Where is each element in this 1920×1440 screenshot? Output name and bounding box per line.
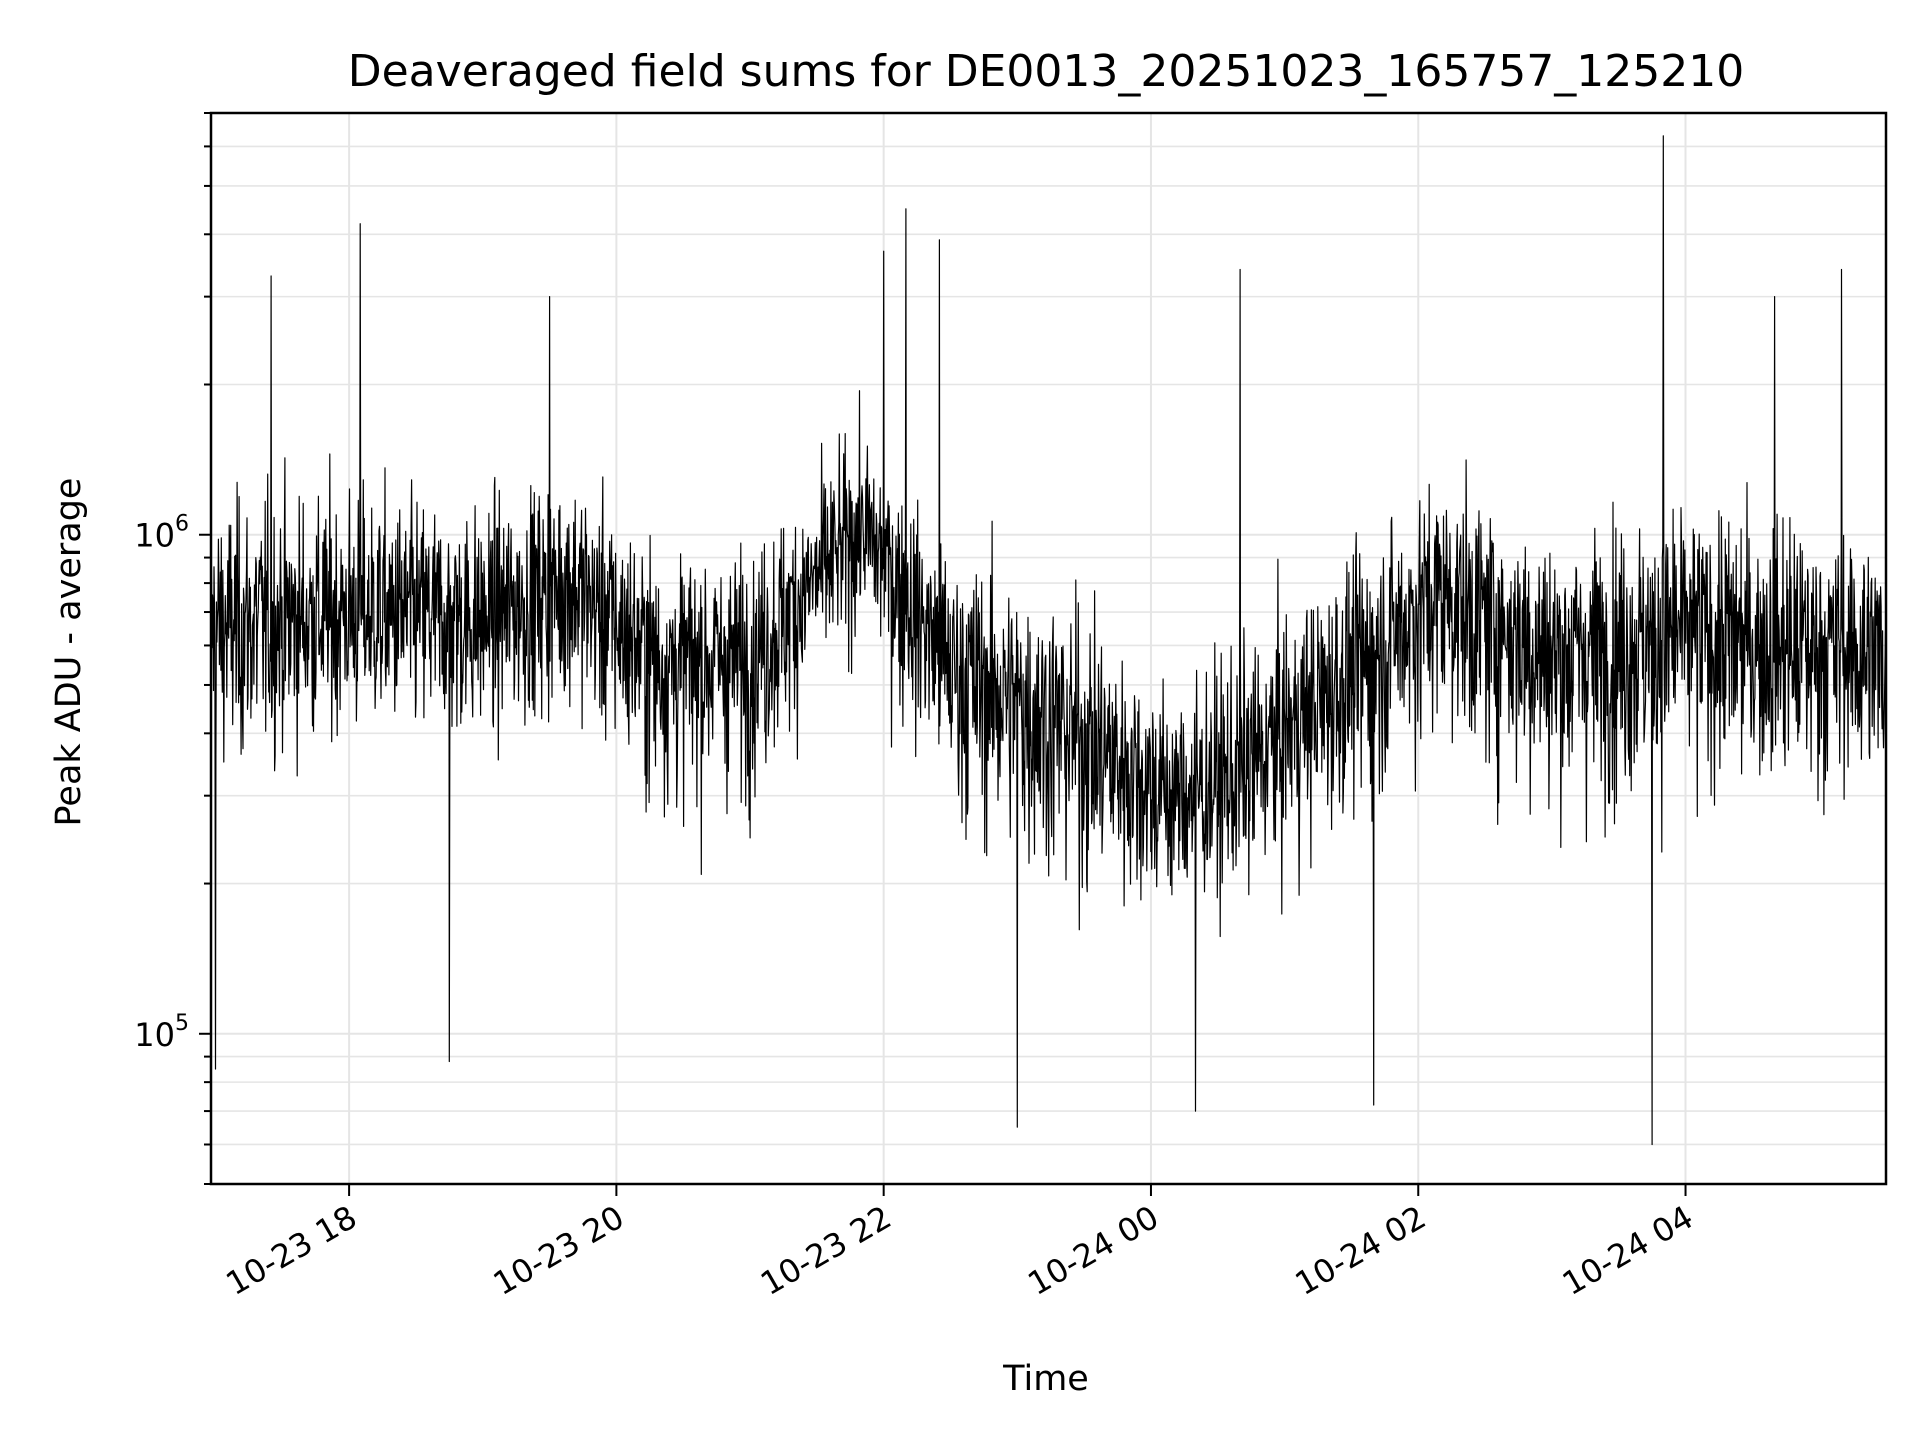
chart-title: Deaveraged field sums for DE0013_2025102… bbox=[348, 46, 1745, 97]
series-line bbox=[210, 135, 1887, 1146]
y-tick-label: 105 bbox=[134, 1011, 189, 1054]
plot-area-frame bbox=[209, 111, 1888, 1186]
y-tick-label: 106 bbox=[134, 512, 189, 555]
series-layer bbox=[210, 135, 1887, 1146]
x-axis-label: Time bbox=[1002, 1359, 1089, 1399]
y-axis-label: Peak ADU - average bbox=[49, 478, 89, 827]
